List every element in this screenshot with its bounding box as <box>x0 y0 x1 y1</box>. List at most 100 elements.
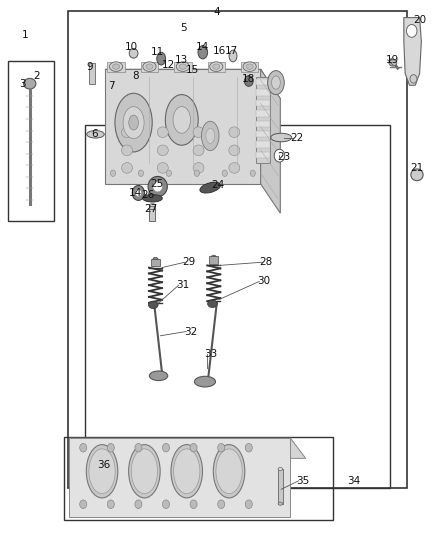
Ellipse shape <box>243 62 256 71</box>
Text: 36: 36 <box>98 460 111 470</box>
Text: 3: 3 <box>19 79 26 89</box>
Bar <box>256 90 270 96</box>
Polygon shape <box>105 69 280 99</box>
Ellipse shape <box>113 64 120 69</box>
Text: 5: 5 <box>180 23 187 33</box>
Text: 4: 4 <box>213 7 220 17</box>
Text: 25: 25 <box>150 179 163 189</box>
Ellipse shape <box>176 62 189 71</box>
Text: 17: 17 <box>225 46 238 55</box>
Text: 14: 14 <box>129 188 142 198</box>
Circle shape <box>162 443 170 452</box>
Bar <box>208 62 225 72</box>
Ellipse shape <box>268 70 284 95</box>
Text: 15: 15 <box>186 66 199 75</box>
Text: 27: 27 <box>145 204 158 214</box>
Text: 31: 31 <box>177 280 190 290</box>
Text: 30: 30 <box>257 277 270 286</box>
Ellipse shape <box>272 76 280 90</box>
Ellipse shape <box>201 122 219 151</box>
Ellipse shape <box>193 145 204 156</box>
Ellipse shape <box>146 64 153 69</box>
Ellipse shape <box>142 195 162 202</box>
Text: 18: 18 <box>242 74 255 84</box>
Bar <box>241 62 258 72</box>
Text: 33: 33 <box>205 350 218 359</box>
Ellipse shape <box>271 133 292 142</box>
Ellipse shape <box>89 449 115 494</box>
Text: 21: 21 <box>410 163 423 173</box>
Ellipse shape <box>213 445 245 498</box>
Ellipse shape <box>171 445 202 498</box>
Ellipse shape <box>123 107 144 139</box>
Bar <box>256 110 270 117</box>
Circle shape <box>110 170 116 176</box>
Ellipse shape <box>148 176 167 197</box>
Circle shape <box>218 500 225 508</box>
Ellipse shape <box>229 50 237 62</box>
Circle shape <box>222 170 227 176</box>
Circle shape <box>166 170 172 176</box>
Ellipse shape <box>157 127 168 138</box>
Ellipse shape <box>148 301 158 309</box>
Bar <box>209 256 218 264</box>
Ellipse shape <box>278 467 283 471</box>
Ellipse shape <box>198 45 208 59</box>
Text: 16: 16 <box>212 46 226 55</box>
Text: 24: 24 <box>212 181 225 190</box>
Polygon shape <box>261 69 280 213</box>
Ellipse shape <box>229 127 240 138</box>
Ellipse shape <box>229 163 240 173</box>
Circle shape <box>135 443 142 452</box>
Text: 34: 34 <box>347 476 360 486</box>
Ellipse shape <box>153 181 162 192</box>
Circle shape <box>410 75 417 83</box>
Ellipse shape <box>193 127 204 138</box>
Ellipse shape <box>411 169 423 181</box>
Circle shape <box>244 76 253 86</box>
Circle shape <box>194 170 199 176</box>
Ellipse shape <box>157 145 168 156</box>
Ellipse shape <box>129 445 160 498</box>
Ellipse shape <box>86 445 118 498</box>
Text: 23: 23 <box>277 152 290 162</box>
Ellipse shape <box>229 145 240 156</box>
Ellipse shape <box>24 78 36 89</box>
Text: 26: 26 <box>141 190 155 199</box>
Text: 12: 12 <box>162 60 175 70</box>
Text: 20: 20 <box>413 15 426 25</box>
Ellipse shape <box>216 449 242 494</box>
Text: 28: 28 <box>260 257 273 267</box>
Text: 35: 35 <box>297 476 310 486</box>
Circle shape <box>135 500 142 508</box>
Ellipse shape <box>200 182 221 193</box>
Bar <box>174 62 191 72</box>
Ellipse shape <box>129 115 138 130</box>
Text: 10: 10 <box>125 42 138 52</box>
Ellipse shape <box>143 62 156 71</box>
Bar <box>107 62 125 72</box>
Bar <box>256 77 270 163</box>
Ellipse shape <box>149 371 168 381</box>
Text: 8: 8 <box>132 71 139 80</box>
Circle shape <box>274 149 285 162</box>
Ellipse shape <box>165 95 198 145</box>
Ellipse shape <box>213 64 220 69</box>
Ellipse shape <box>180 64 186 69</box>
Ellipse shape <box>132 185 145 200</box>
Text: 1: 1 <box>22 30 29 39</box>
Circle shape <box>245 500 252 508</box>
Circle shape <box>250 170 255 176</box>
Polygon shape <box>404 18 421 85</box>
Circle shape <box>190 443 197 452</box>
Text: 9: 9 <box>86 62 93 71</box>
Ellipse shape <box>121 127 132 138</box>
Ellipse shape <box>129 49 138 58</box>
Text: 2: 2 <box>33 71 40 80</box>
Ellipse shape <box>135 189 141 197</box>
Bar <box>256 152 270 158</box>
Ellipse shape <box>121 145 132 156</box>
Bar <box>256 141 270 148</box>
Bar <box>8 61 54 221</box>
Ellipse shape <box>121 163 132 173</box>
